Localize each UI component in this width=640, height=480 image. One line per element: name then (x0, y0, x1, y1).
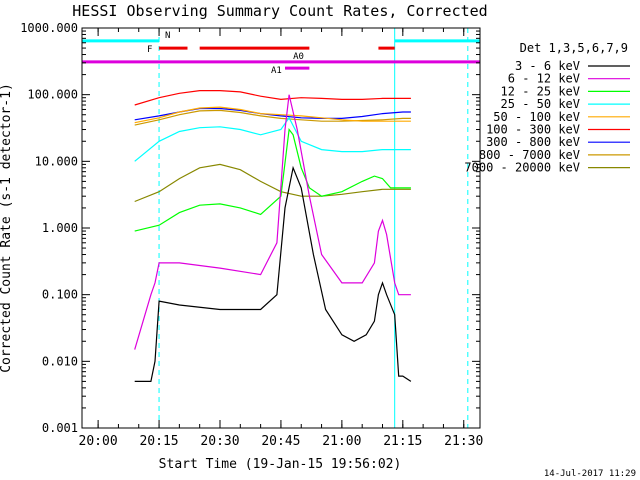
plot-area: N F A0 A1 (82, 28, 480, 428)
legend-label-2: 12 - 25 keV (501, 84, 580, 98)
series-line-7 (134, 109, 411, 126)
legend-label-8: 7000 - 20000 keV (464, 161, 580, 175)
plot-frame (81, 27, 481, 429)
x-tick-label-6: 21:30 (444, 434, 483, 449)
y-axis-label: Corrected Count Rate (s-1 detector-1) (0, 83, 14, 373)
series-line-3 (134, 116, 411, 162)
legend-title: Det 1,3,5,6,7,9 (520, 41, 628, 55)
series-line-8 (134, 163, 411, 203)
series-line-0 (134, 165, 412, 382)
legend-label-4: 50 - 100 keV (493, 110, 580, 124)
chart-title: HESSI Observing Summary Count Rates, Cor… (72, 2, 487, 20)
series-line-4 (134, 106, 411, 124)
y-axis: 0.001 0.010 0.100 1.000 10.000 100.000 1000.00… (20, 21, 480, 435)
legend-label-7: 800 - 7000 keV (479, 148, 580, 162)
legend-label-5: 100 - 300 keV (486, 123, 580, 137)
x-tick-label-1: 20:15 (139, 434, 178, 449)
legend-label-1: 6 - 12 keV (508, 72, 580, 86)
series-line-1 (134, 94, 411, 350)
x-tick-label-3: 20:45 (261, 434, 300, 449)
flag-label-a1: A1 (271, 66, 282, 76)
legend-label-6: 300 - 800 keV (486, 135, 580, 149)
y-tick-label-1: 0.010 (42, 354, 78, 368)
legend-label-3: 25 - 50 keV (501, 97, 580, 111)
flag-label-f: F (147, 45, 152, 55)
y-tick-label-3: 1.000 (42, 221, 78, 235)
x-axis: 20:00 20:15 20:30 20:45 21:00 21:15 21:30 (79, 28, 483, 449)
y-tick-label-6: 1000.000 (20, 21, 78, 35)
y-tick-label-2: 0.100 (42, 288, 78, 302)
y-tick-label-4: 10.000 (35, 154, 78, 168)
y-tick-label-5: 100.000 (27, 88, 78, 102)
flag-label-n: N (165, 31, 170, 41)
footer-timestamp: 14-Jul-2017 11:29 (544, 469, 636, 479)
x-tick-label-4: 21:00 (322, 434, 361, 449)
flag-label-a0: A0 (293, 52, 304, 62)
x-tick-label-5: 21:15 (383, 434, 422, 449)
series-line-2 (134, 127, 411, 232)
y-tick-label-0: 0.001 (42, 421, 78, 435)
x-tick-label-2: 20:30 (200, 434, 239, 449)
x-axis-label: Start Time (19-Jan-15 19:56:02) (159, 457, 402, 472)
x-tick-label-0: 20:00 (79, 434, 118, 449)
legend-label-0: 3 - 6 keV (515, 59, 580, 73)
series-line-5 (134, 89, 411, 106)
